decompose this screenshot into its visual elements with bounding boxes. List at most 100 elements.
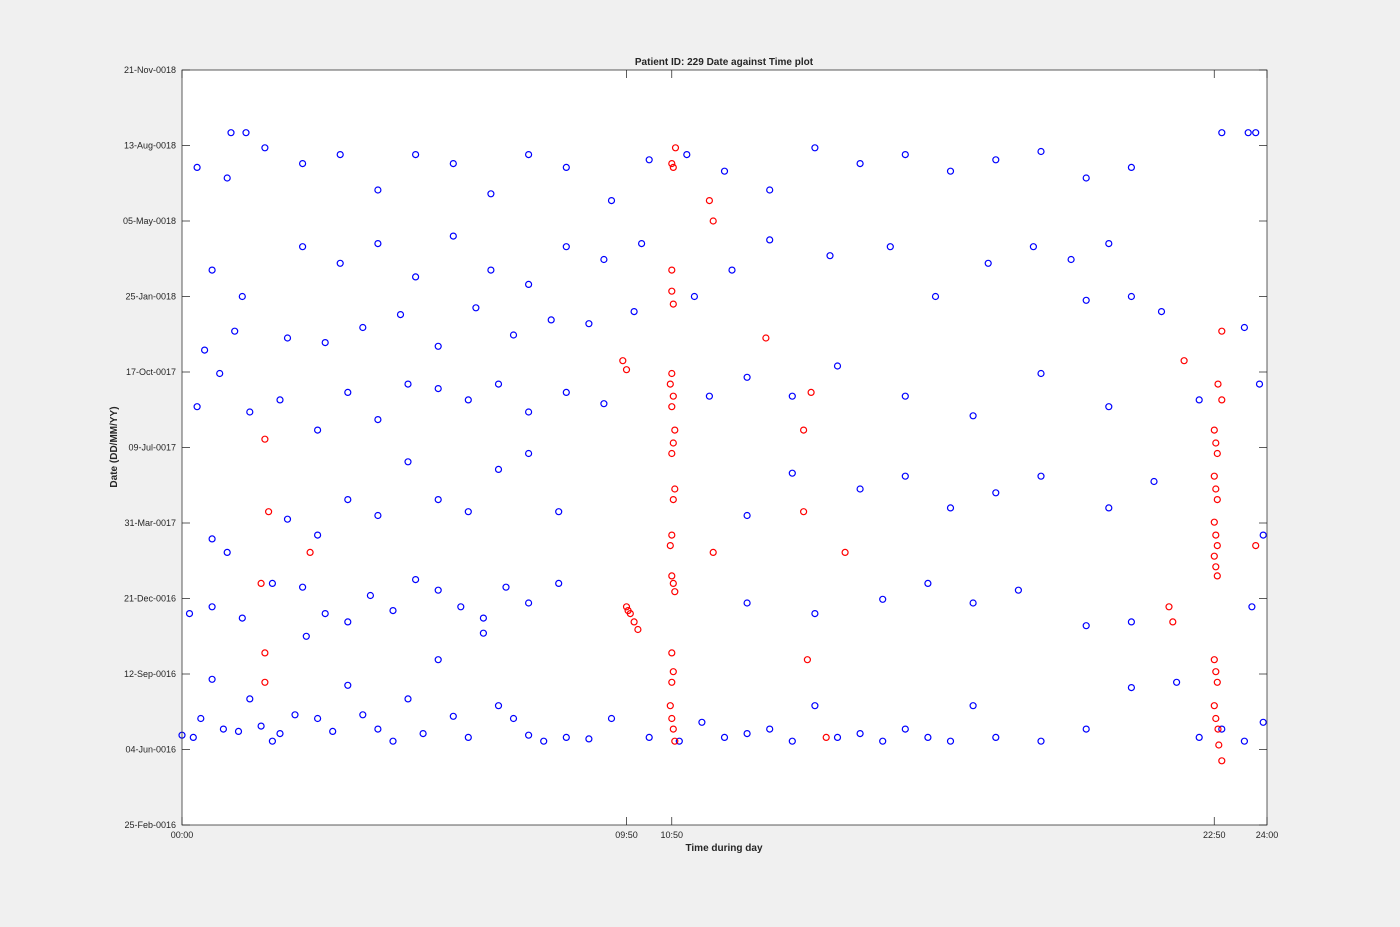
data-point-red [709,217,717,225]
data-point-red [671,144,680,152]
data-point-blue [434,656,442,664]
data-point-blue [1037,147,1045,156]
data-point-blue [389,737,397,745]
data-point-blue [720,733,729,742]
data-point-red [306,548,314,557]
data-point-blue [374,186,382,194]
data-point-blue [931,292,940,301]
data-point-red [1165,603,1173,611]
data-point-blue [494,465,503,473]
data-point-red [669,496,677,504]
data-point-blue [389,606,397,615]
data-point-red [1210,472,1218,480]
data-point-blue [562,388,570,396]
data-point-red [668,369,676,378]
data-point-blue [412,575,420,584]
data-point-red [1210,552,1218,560]
data-point-blue [645,156,653,164]
data-point-red [669,725,677,733]
data-point-blue [969,702,977,710]
data-point-blue [901,472,909,480]
y-tick-label: 09-Jul-0017 [128,443,176,453]
data-point-blue [185,609,194,618]
data-point-blue [344,681,352,689]
data-point-red [668,649,676,657]
data-point-blue [479,614,487,622]
data-point-red [624,606,632,615]
data-point-blue [208,603,216,611]
data-point-blue [969,599,977,607]
data-point-blue [208,266,216,274]
data-point-blue [419,729,427,738]
data-point-red [668,160,676,168]
data-point-blue [479,629,487,637]
data-point-blue [359,323,367,332]
data-point-blue [901,151,909,159]
data-point-blue [219,725,227,733]
data-point-blue [1037,472,1045,480]
data-point-blue [487,266,495,274]
data-point-blue [743,729,751,738]
data-point-red [1212,563,1220,571]
data-point-blue [886,243,894,251]
data-point-blue [268,579,276,588]
data-point-blue [524,599,533,607]
data-point-blue [234,727,243,736]
data-point-red [799,426,808,434]
y-axis-label: Date (DD/MM/YY) [109,406,120,487]
data-point-blue [257,722,265,730]
data-point-blue [946,504,955,512]
y-tick-label: 17-Oct-0017 [126,367,176,377]
data-point-blue [412,151,420,159]
data-point-red [668,403,676,411]
data-point-red [1169,618,1177,626]
x-tick-label: 24:00 [1256,830,1279,840]
data-point-blue [434,496,442,504]
data-point-blue [524,151,533,159]
data-point-blue [374,240,382,248]
data-point-blue [246,408,254,416]
data-point-blue [720,167,729,175]
data-point-blue [984,259,992,267]
data-point-red [1212,714,1220,723]
chart-title: Patient ID: 229 Date against Time plot [635,57,814,68]
data-point-red [261,649,269,657]
data-point-blue [246,695,254,703]
data-point-blue [585,735,593,743]
data-point-blue [1240,737,1249,745]
data-point-red [619,357,627,365]
data-point-blue [1105,403,1113,411]
data-point-red [1213,572,1221,580]
y-tick-label: 05-May-0018 [123,216,176,226]
data-point-blue [992,489,1000,497]
y-tick-label: 25-Jan-0018 [125,292,176,302]
data-point-blue [1029,243,1038,251]
data-point-red [669,300,677,308]
data-point-blue [494,702,503,710]
data-point-blue [1255,380,1264,388]
data-point-red [671,426,679,434]
data-point-red [666,380,674,388]
y-axis-ticks: 25-Feb-0016 04-Jun-0016 12-Sep-0016 21-Dec-… [123,65,1267,830]
data-point-blue [901,392,909,400]
data-point-blue [705,392,714,400]
data-point-blue [1259,531,1267,539]
data-point-blue [698,718,706,726]
data-point-blue [1150,477,1158,486]
x-tick-label: 22:50 [1203,830,1226,840]
data-point-red [622,603,631,611]
data-point-red [1214,380,1222,388]
data-point-red [1210,656,1218,664]
data-point-red [261,435,269,443]
data-point-blue [811,702,819,710]
data-point-blue [992,733,1000,742]
data-point-blue [464,733,472,742]
data-point-blue [434,586,442,594]
data-point-blue [607,197,616,205]
data-point-blue [1218,725,1226,733]
data-point-red [668,266,676,274]
data-point-blue [404,695,412,703]
x-tick-label: 10:50 [660,830,683,840]
data-point-blue [1082,622,1090,630]
data-point-blue [600,255,608,264]
